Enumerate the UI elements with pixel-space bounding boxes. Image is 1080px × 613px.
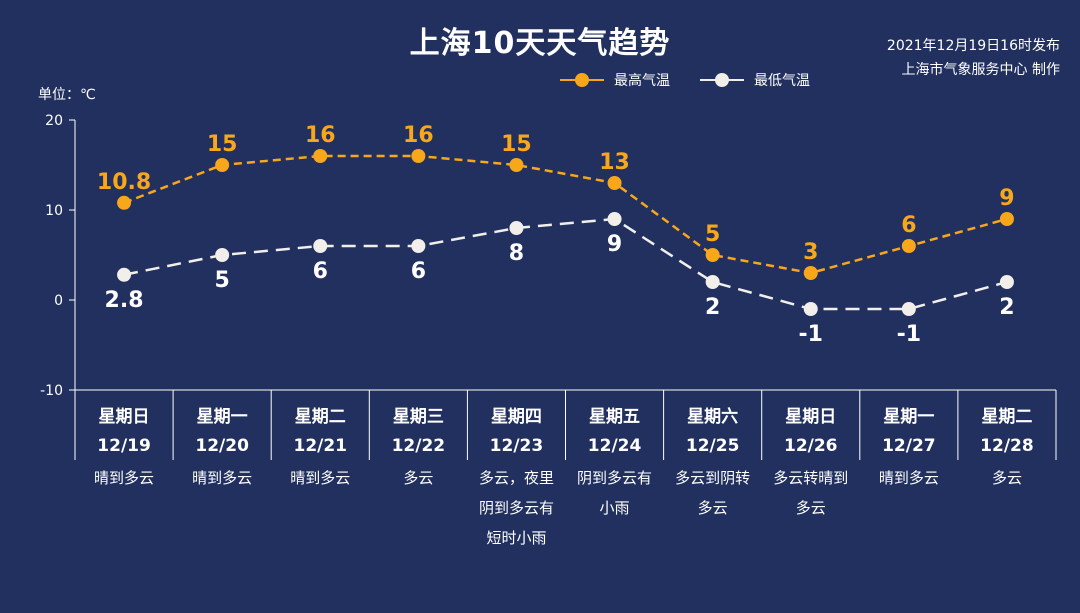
legend-low-swatch — [700, 73, 744, 87]
day-weather-label: 晴到多云 — [290, 469, 350, 487]
data-label-low: 2 — [705, 295, 720, 320]
data-label-high: 15 — [501, 132, 532, 157]
day-weather-label: 多云到阴转 — [675, 469, 750, 487]
data-label-high: 6 — [901, 213, 916, 238]
data-point-low — [607, 212, 622, 226]
data-label-high: 13 — [599, 150, 630, 175]
day-date-label: 12/21 — [293, 436, 347, 456]
data-label-low: -1 — [897, 322, 921, 347]
data-point-low — [999, 275, 1014, 289]
day-weekday-label: 星期一 — [197, 407, 248, 427]
day-weather-label: 晴到多云 — [879, 469, 939, 487]
legend-low: 最低气温 — [700, 70, 810, 90]
chart-legend: 最高气温 最低气温 — [560, 70, 810, 90]
publish-time: 2021年12月19日16时发布 — [886, 38, 1060, 54]
data-point-high — [803, 266, 818, 280]
legend-low-label: 最低气温 — [754, 73, 810, 89]
data-label-high: 3 — [803, 240, 818, 265]
data-label-high: 5 — [705, 222, 720, 247]
data-label-high: 10.8 — [97, 170, 151, 195]
day-weekday-label: 星期二 — [295, 407, 346, 427]
data-label-low: 6 — [313, 259, 328, 284]
data-label-low: 2 — [999, 295, 1014, 320]
day-weather-label: 多云 — [992, 469, 1022, 487]
day-weekday-label: 星期三 — [393, 407, 444, 427]
data-point-low — [313, 239, 328, 253]
data-point-high — [607, 176, 622, 190]
data-point-low — [509, 221, 524, 235]
day-date-label: 12/24 — [588, 436, 642, 456]
unit-label: 单位：℃ — [38, 87, 96, 103]
day-weekday-label: 星期五 — [589, 407, 640, 427]
data-point-high — [411, 149, 426, 163]
series-line-high — [123, 154, 1008, 275]
day-date-label: 12/28 — [980, 436, 1034, 456]
data-label-low: 6 — [411, 259, 426, 284]
data-point-high — [705, 248, 720, 262]
day-weather-label: 阴到多云有 — [577, 469, 652, 487]
day-weekday-label: 星期四 — [491, 407, 542, 427]
data-point-low — [901, 302, 916, 316]
day-weather-label: 晴到多云 — [192, 469, 252, 487]
day-weather-label: 多云转晴到 — [773, 469, 848, 487]
day-weekday-label: 星期日 — [99, 407, 150, 427]
data-point-low — [117, 267, 132, 282]
data-point-low — [803, 302, 818, 316]
legend-high: 最高气温 — [560, 70, 670, 90]
day-weather-label: 短时小雨 — [486, 529, 546, 547]
day-date-label: 12/22 — [392, 436, 446, 456]
data-label-low: 2.8 — [105, 288, 144, 313]
data-label-low: -1 — [799, 322, 823, 347]
publish-info: 2021年12月19日16时发布 上海市气象服务中心 制作 — [887, 34, 1060, 82]
day-date-label: 12/19 — [97, 436, 151, 456]
data-label-low: 5 — [214, 268, 229, 293]
data-label-high: 16 — [403, 123, 434, 148]
day-weather-label: 多云，夜里 — [479, 469, 554, 487]
data-point-high — [313, 149, 328, 163]
data-point-low — [705, 275, 720, 289]
data-point-high — [999, 212, 1014, 226]
data-label-high: 16 — [305, 123, 336, 148]
data-label-low: 8 — [509, 241, 524, 266]
y-tick-label: 0 — [54, 293, 63, 309]
day-weather-label: 多云 — [796, 499, 826, 517]
y-tick-label: 10 — [45, 203, 63, 219]
data-point-high — [117, 195, 132, 210]
day-date-label: 12/20 — [195, 436, 249, 456]
data-point-low — [215, 248, 230, 262]
legend-high-swatch — [560, 73, 604, 87]
day-weather-label: 多云 — [403, 469, 433, 487]
day-weather-label: 小雨 — [600, 499, 630, 517]
day-weather-label: 晴到多云 — [94, 469, 154, 487]
legend-high-label: 最高气温 — [614, 73, 670, 89]
day-weather-label: 多云 — [698, 499, 728, 517]
publisher: 上海市气象服务中心 制作 — [901, 62, 1060, 78]
data-label-high: 9 — [999, 186, 1014, 211]
series-line-low — [123, 217, 1008, 311]
day-date-label: 12/27 — [882, 436, 936, 456]
y-tick-label: -10 — [40, 383, 63, 399]
day-weekday-label: 星期六 — [687, 406, 738, 427]
day-weekday-label: 星期二 — [981, 407, 1032, 427]
y-tick-label: 20 — [45, 113, 63, 129]
data-point-high — [509, 158, 524, 172]
day-date-label: 12/26 — [784, 436, 838, 456]
day-weekday-label: 星期一 — [883, 407, 934, 427]
day-date-label: 12/23 — [490, 436, 544, 456]
day-date-label: 12/25 — [686, 436, 740, 456]
day-weekday-label: 星期日 — [785, 407, 836, 427]
data-label-high: 15 — [207, 132, 238, 157]
day-weather-label: 阴到多云有 — [479, 499, 554, 517]
data-label-low: 9 — [607, 232, 622, 257]
data-point-low — [411, 239, 426, 253]
page-title: 上海10天天气趋势 — [409, 26, 671, 61]
data-point-high — [215, 158, 230, 172]
data-point-high — [901, 239, 916, 253]
